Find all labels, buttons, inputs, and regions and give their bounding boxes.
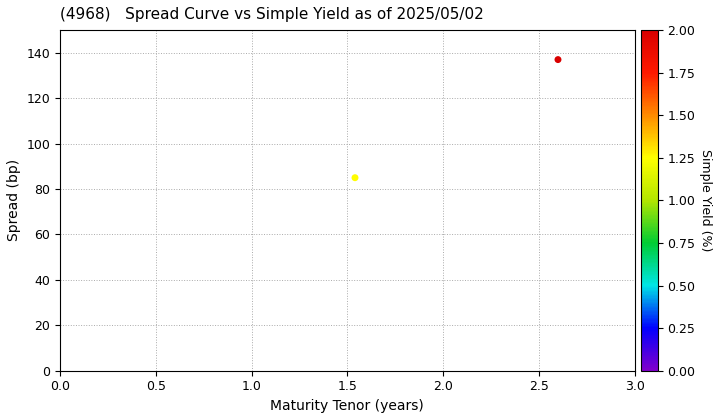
Y-axis label: Spread (bp): Spread (bp) (7, 159, 21, 242)
X-axis label: Maturity Tenor (years): Maturity Tenor (years) (271, 399, 424, 413)
Point (349, 174, 361, 181)
Text: (4968)   Spread Curve vs Simple Yield as of 2025/05/02: (4968) Spread Curve vs Simple Yield as o… (60, 7, 484, 22)
Y-axis label: Simple Yield (%): Simple Yield (%) (699, 149, 712, 252)
Point (552, 56, 564, 63)
